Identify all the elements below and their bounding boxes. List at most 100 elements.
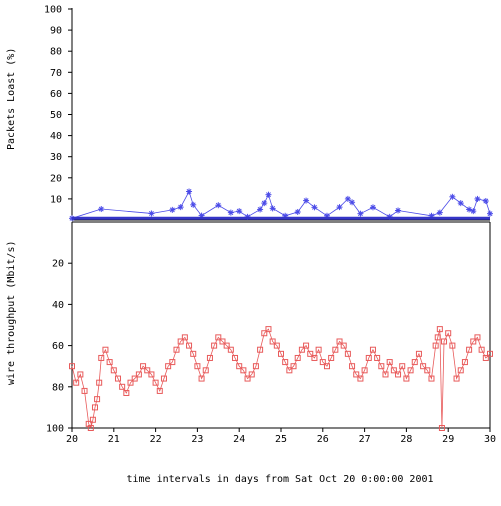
throughput-point (232, 354, 239, 361)
throughput-point (378, 363, 385, 370)
throughput-point (441, 338, 448, 345)
throughput-point (190, 350, 197, 357)
throughput-point (73, 379, 80, 386)
throughput-y-tick-label: 40 (52, 300, 64, 311)
throughput-x-tick-label: 29 (442, 434, 454, 445)
packet-loss-point (357, 210, 364, 217)
packet-loss-point (449, 193, 456, 200)
throughput-point (445, 330, 452, 337)
packet-loss-y-tick-label: 10 (50, 194, 62, 205)
throughput-point (173, 346, 180, 353)
throughput-point (457, 367, 464, 374)
packet-loss-point (215, 202, 222, 209)
throughput-point (319, 359, 326, 366)
throughput-point (420, 363, 427, 370)
throughput-point (382, 371, 389, 378)
throughput-point (436, 326, 443, 333)
throughput-x-tick-label: 30 (484, 434, 496, 445)
packet-loss-point (294, 208, 301, 215)
throughput-point (282, 359, 289, 366)
throughput-point (453, 375, 460, 382)
throughput-point (160, 375, 167, 382)
packet-loss-point (487, 210, 493, 217)
throughput-point (94, 396, 101, 403)
throughput-point (415, 350, 422, 357)
throughput-point (123, 389, 130, 396)
throughput-x-tick-label: 20 (66, 434, 78, 445)
throughput-point (135, 371, 142, 378)
packet-loss-point (395, 207, 402, 214)
throughput-point (478, 346, 485, 353)
throughput-point (244, 375, 251, 382)
packet-loss-point (349, 199, 356, 206)
throughput-point (390, 367, 397, 374)
throughput-point (219, 338, 226, 345)
throughput-point (353, 371, 360, 378)
throughput-point (181, 334, 188, 341)
throughput-point (369, 346, 376, 353)
packet-loss-point (190, 201, 197, 208)
throughput-y-ticks: 20 40 60 80 100 (46, 259, 72, 435)
throughput-point (286, 367, 293, 374)
throughput-point (257, 346, 264, 353)
throughput-point (206, 354, 213, 361)
throughput-point (323, 363, 330, 370)
packet-loss-point (169, 206, 176, 213)
packet-loss-panel: 100 90 80 70 60 50 40 30 20 10 Packets Loast (%) (6, 5, 493, 222)
throughput-point (466, 346, 473, 353)
throughput-point (290, 363, 297, 370)
packet-loss-y-tick-label: 90 (50, 26, 62, 37)
packet-loss-point (265, 191, 272, 198)
throughput-point (106, 359, 113, 366)
throughput-x-tick-label: 25 (275, 434, 287, 445)
throughput-point (127, 379, 134, 386)
throughput-y-tick-label: 80 (52, 382, 64, 393)
throughput-point (265, 326, 272, 333)
throughput-point (223, 342, 230, 349)
throughput-point (374, 354, 381, 361)
throughput-x-tick-label: 26 (317, 434, 329, 445)
throughput-point (482, 354, 489, 361)
throughput-point (403, 375, 410, 382)
packet-loss-point (369, 204, 376, 211)
throughput-point (96, 379, 103, 386)
throughput-y-tick-label: 60 (52, 341, 64, 352)
throughput-point (307, 350, 314, 357)
packet-loss-point (98, 206, 105, 213)
throughput-point (240, 367, 247, 374)
packet-loss-point (236, 208, 243, 215)
packet-loss-y-tick-label: 20 (50, 173, 62, 184)
throughput-point (303, 342, 310, 349)
throughput-x-tick-label: 22 (150, 434, 162, 445)
packet-loss-point (336, 204, 343, 211)
throughput-point (432, 342, 439, 349)
packet-loss-y-tick-label: 30 (50, 152, 62, 163)
throughput-point (365, 354, 372, 361)
throughput-point (361, 367, 368, 374)
throughput-point (278, 350, 284, 357)
throughput-point (328, 354, 335, 361)
packet-loss-series (69, 188, 493, 222)
throughput-point (114, 375, 121, 382)
packet-loss-point (470, 208, 477, 215)
packet-loss-point (148, 210, 155, 217)
throughput-point (428, 375, 435, 382)
packet-loss-y-tick-label: 50 (50, 110, 62, 121)
throughput-point (140, 363, 147, 370)
throughput-point (148, 371, 155, 378)
throughput-point (461, 359, 468, 366)
throughput-point (177, 338, 184, 345)
throughput-point (315, 346, 322, 353)
throughput-point (144, 367, 151, 374)
throughput-line (71, 328, 491, 430)
throughput-point (340, 342, 347, 349)
throughput-point (273, 342, 280, 349)
packet-loss-point (186, 188, 193, 195)
throughput-y-tick-label: 100 (46, 424, 64, 435)
throughput-panel: 20 40 60 80 100 20 21 22 23 24 25 26 27 28 29 30 wire … (6, 221, 496, 485)
packet-loss-point (303, 197, 310, 204)
throughput-point (344, 350, 351, 357)
throughput-point (269, 338, 276, 345)
throughput-point (395, 371, 402, 378)
